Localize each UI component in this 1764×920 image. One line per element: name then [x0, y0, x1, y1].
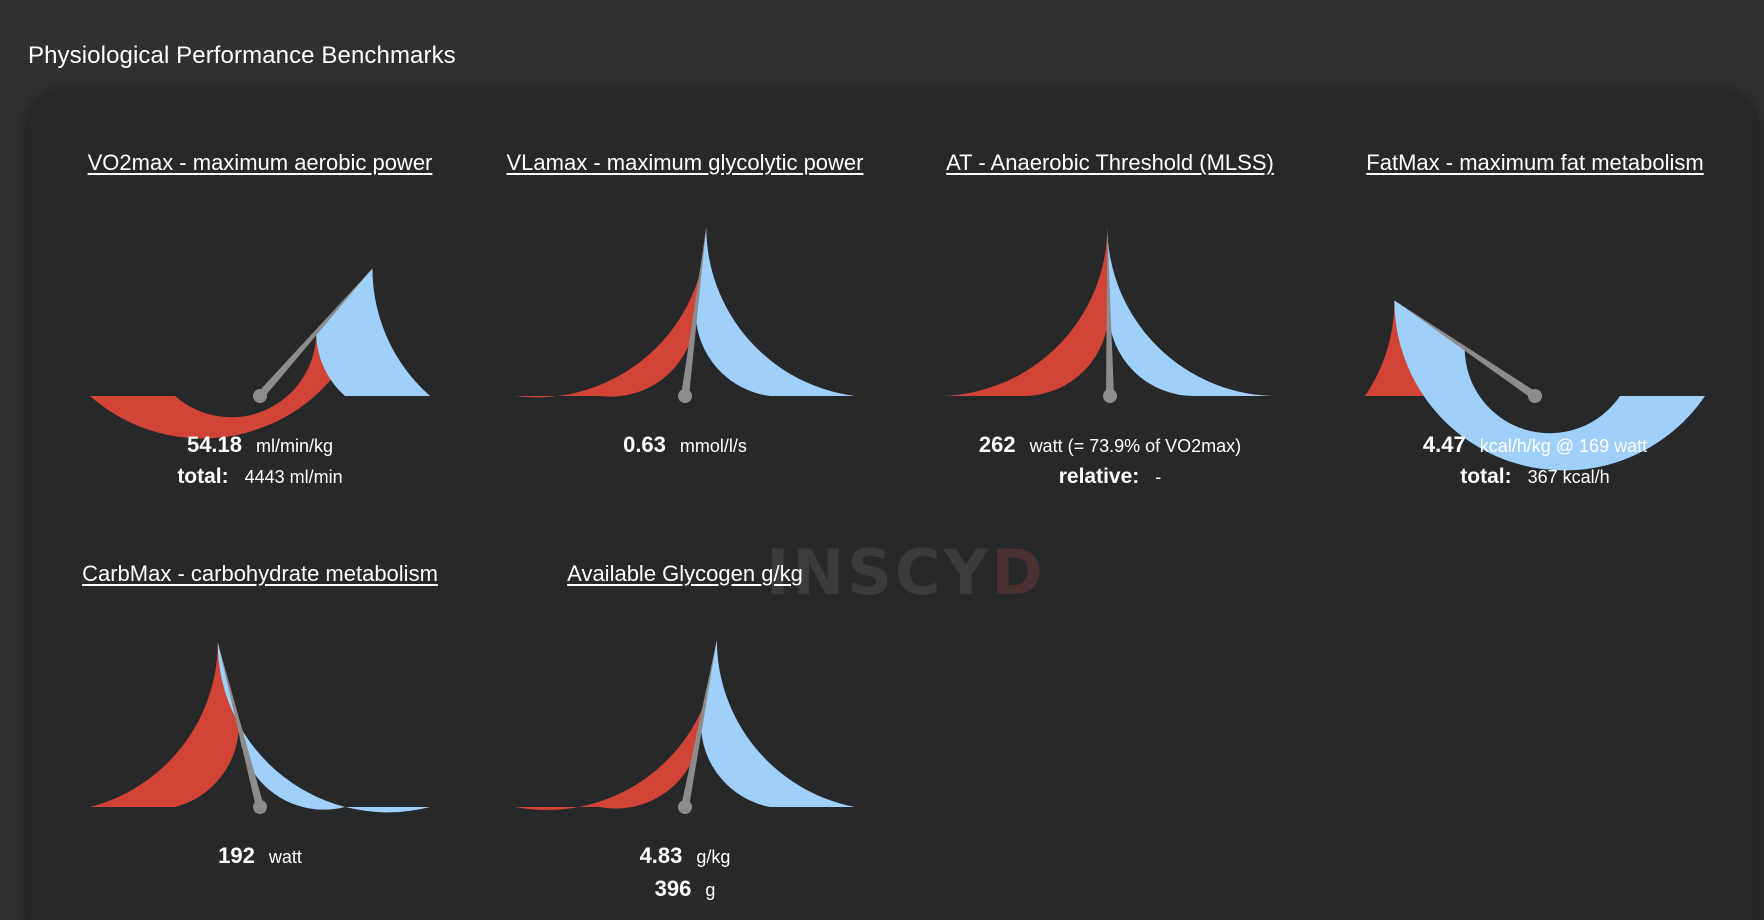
gauge-vo2max: [90, 268, 430, 439]
readout-primary-anaerobic-threshold: 262 watt (= 73.9% of VO2max): [900, 432, 1320, 458]
gauge-card-carbmax: CarbMax - carbohydrate metabolism 192 wat…: [50, 501, 470, 868]
primary-unit: kcal/h/kg @ 169 watt: [1479, 436, 1648, 456]
gauge-title-anaerobic-threshold[interactable]: AT - Anaerobic Threshold (MLSS): [946, 150, 1274, 175]
gauge-fatmax: [1365, 300, 1705, 471]
secondary-unit: g: [705, 880, 716, 900]
gauge-needle-hub: [253, 389, 267, 403]
gauge-segment-high: [700, 640, 855, 807]
gauge-card-anaerobic-threshold: AT - Anaerobic Threshold (MLSS) 262 watt …: [900, 90, 1320, 488]
gauge-segment-low: [515, 227, 707, 398]
gauge-segment-low: [90, 268, 373, 439]
primary-unit: mmol/l/s: [679, 436, 747, 456]
secondary-value: 367 kcal/h: [1527, 467, 1610, 487]
primary-value: 262: [978, 432, 1016, 457]
primary-unit: g/kg: [696, 847, 731, 867]
gauge-needle: [681, 229, 707, 397]
gauge-segment-high: [1394, 300, 1705, 471]
gauge-needle-hub: [253, 800, 267, 814]
gauge-needle-hub: [1103, 389, 1117, 403]
gauge-title-vlamax[interactable]: VLamax - maximum glycolytic power: [506, 150, 864, 175]
gauge-needle: [1396, 301, 1538, 400]
readout-secondary-fatmax: total: 367 kcal/h: [1325, 465, 1745, 489]
watermark-logo: INSCYD: [746, 536, 1066, 609]
readout-secondary-vo2max: total: 4443 ml/min: [50, 465, 470, 489]
secondary-label: total:: [1460, 465, 1512, 488]
gauge-needle: [218, 644, 264, 808]
primary-value: 192: [218, 843, 255, 868]
primary-unit: watt (= 73.9% of VO2max): [1029, 436, 1242, 456]
secondary-label: relative:: [1058, 465, 1140, 488]
primary-value: 4.47: [1422, 432, 1466, 457]
readout-primary-glycogen: 4.83 g/kg: [475, 843, 895, 869]
secondary-value: -: [1155, 467, 1162, 487]
gauge-vlamax: [515, 227, 855, 403]
secondary-value-number: 396: [654, 876, 692, 901]
gauge-needle: [681, 641, 717, 808]
readout-primary-vo2max: 54.18 ml/min/kg: [50, 432, 470, 458]
gauge-carbmax: [90, 642, 430, 814]
gauge-segment-high: [695, 227, 855, 396]
gauge-segment-low: [940, 226, 1109, 396]
gauge-segment-high: [1107, 226, 1280, 397]
readout-secondary-glycogen: 396 g: [475, 876, 895, 902]
primary-value: 0.63: [623, 432, 666, 457]
benchmarks-panel: INSCYD VO2max - maximum aerobic power 54…: [28, 90, 1757, 920]
page-title: Physiological Performance Benchmarks: [28, 42, 456, 69]
gauge-segment-low: [90, 642, 239, 807]
secondary-label: total:: [177, 465, 229, 488]
gauge-card-fatmax: FatMax - maximum fat metabolism 4.47 kcal…: [1325, 90, 1745, 488]
readout-primary-fatmax: 4.47 kcal/h/kg @ 169 watt: [1325, 432, 1745, 458]
gauge-title-vo2max[interactable]: VO2max - maximum aerobic power: [87, 150, 433, 175]
gauge-segment-high: [217, 642, 430, 813]
gauge-anaerobic-threshold: [940, 226, 1280, 403]
gauge-needle: [256, 269, 372, 399]
readout-secondary-anaerobic-threshold: relative: -: [900, 465, 1320, 489]
gauge-glycogen: [515, 640, 855, 814]
gauge-needle-hub: [678, 800, 692, 814]
watermark-accent-letter: D: [991, 536, 1046, 609]
gauge-card-vlamax: VLamax - maximum glycolytic power 0.63 mm…: [475, 90, 895, 457]
gauge-title-glycogen[interactable]: Available Glycogen g/kg: [567, 561, 803, 586]
watermark-text: INSCY: [766, 536, 992, 609]
readout-primary-vlamax: 0.63 mmol/l/s: [475, 432, 895, 458]
gauge-title-carbmax[interactable]: CarbMax - carbohydrate metabolism: [82, 561, 438, 586]
gauge-segment-high: [316, 268, 430, 396]
primary-unit: ml/min/kg: [256, 436, 334, 456]
gauge-card-glycogen: Available Glycogen g/kg 4.83 g/kg 396 g: [475, 501, 895, 901]
primary-value: 4.83: [639, 843, 683, 868]
gauge-needle-hub: [678, 389, 692, 403]
gauge-segment-low: [515, 640, 717, 811]
readout-primary-carbmax: 192 watt: [50, 843, 470, 869]
gauge-card-vo2max: VO2max - maximum aerobic power 54.18 ml/m…: [50, 90, 470, 488]
gauge-needle: [1106, 228, 1114, 397]
primary-unit: watt: [268, 847, 302, 867]
gauge-title-fatmax[interactable]: FatMax - maximum fat metabolism: [1366, 150, 1704, 175]
secondary-value: 4443 ml/min: [244, 467, 343, 487]
gauge-needle-hub: [1528, 389, 1542, 403]
primary-value: 54.18: [186, 432, 243, 457]
